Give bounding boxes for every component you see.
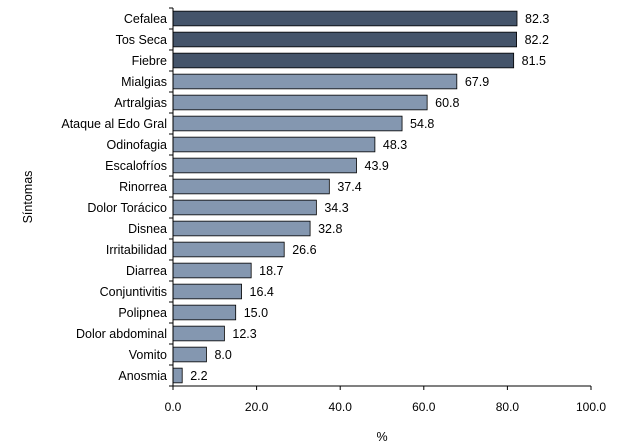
category-label: Disnea [128, 222, 167, 236]
category-label: Odinofagia [107, 138, 168, 152]
category-label: Tos Seca [116, 33, 167, 47]
category-label: Ataque al Edo Gral [61, 117, 167, 131]
data-label: 60.8 [435, 96, 459, 110]
data-label: 37.4 [337, 180, 361, 194]
y-axis-title: Síntomas [21, 171, 35, 224]
x-tick-label: 60.0 [412, 400, 436, 414]
category-label: Escalofríos [105, 159, 167, 173]
data-label: 15.0 [244, 306, 268, 320]
category-label: Cefalea [124, 12, 167, 26]
bar [172, 73, 458, 90]
data-label: 82.3 [525, 12, 549, 26]
data-label: 8.0 [214, 348, 231, 362]
bar [172, 262, 252, 279]
data-label: 18.7 [259, 264, 283, 278]
x-tick-label: 80.0 [496, 400, 520, 414]
data-label: 26.6 [292, 243, 316, 257]
x-tick-label: 0.0 [165, 400, 182, 414]
data-label: 34.3 [324, 201, 348, 215]
data-label: 12.3 [232, 327, 256, 341]
data-label: 32.8 [318, 222, 342, 236]
bar [172, 178, 330, 195]
bar [172, 325, 225, 342]
bar [172, 283, 242, 300]
value-labels-group: 82.3 82.2 81.5 67.9 60.854.848.3 43.9 37.4 34.3… [190, 12, 549, 383]
bar [172, 157, 357, 174]
bar [172, 94, 428, 111]
category-label: Mialgias [121, 75, 167, 89]
category-label: Dolor Torácico [87, 201, 167, 215]
category-label: Conjuntivitis [100, 285, 167, 299]
bar [172, 10, 518, 27]
data-label: 81.5 [522, 54, 546, 68]
category-label: Anosmia [118, 369, 167, 383]
bars-group [172, 10, 518, 384]
data-label: 67.9 [465, 75, 489, 89]
bar [172, 199, 317, 216]
data-label: 82.2 [525, 33, 549, 47]
category-label: Artralgias [114, 96, 167, 110]
data-label: 43.9 [365, 159, 389, 173]
data-label: 2.2 [190, 369, 207, 383]
data-label: 16.4 [250, 285, 274, 299]
x-tick-label: 100.0 [576, 400, 606, 414]
category-label: Vomito [129, 348, 167, 362]
x-ticks-group: 0.0 20.0 40.0 60.0 80.0 100.0 [165, 386, 606, 414]
bar [172, 31, 518, 48]
category-label: Fiebre [132, 54, 167, 68]
x-tick-label: 20.0 [245, 400, 269, 414]
x-axis-title: % [376, 430, 387, 443]
category-labels-group: Cefalea Tos Seca Fiebre Mialgias Artralgias A… [61, 12, 167, 383]
axes-group [169, 7, 591, 387]
category-label: Rinorrea [119, 180, 167, 194]
category-label: Dolor abdominal [76, 327, 167, 341]
category-label: Polipnea [118, 306, 167, 320]
category-label: Diarrea [126, 264, 167, 278]
x-tick-label: 40.0 [329, 400, 353, 414]
bar [172, 136, 376, 153]
bar [172, 52, 515, 69]
bar [172, 346, 207, 363]
bar [172, 304, 237, 321]
data-label: 48.3 [383, 138, 407, 152]
bar [172, 241, 285, 258]
bar [172, 220, 311, 237]
bar [172, 367, 183, 384]
bar [172, 115, 403, 132]
data-label: 54.8 [410, 117, 434, 131]
category-label: Irritabilidad [106, 243, 167, 257]
